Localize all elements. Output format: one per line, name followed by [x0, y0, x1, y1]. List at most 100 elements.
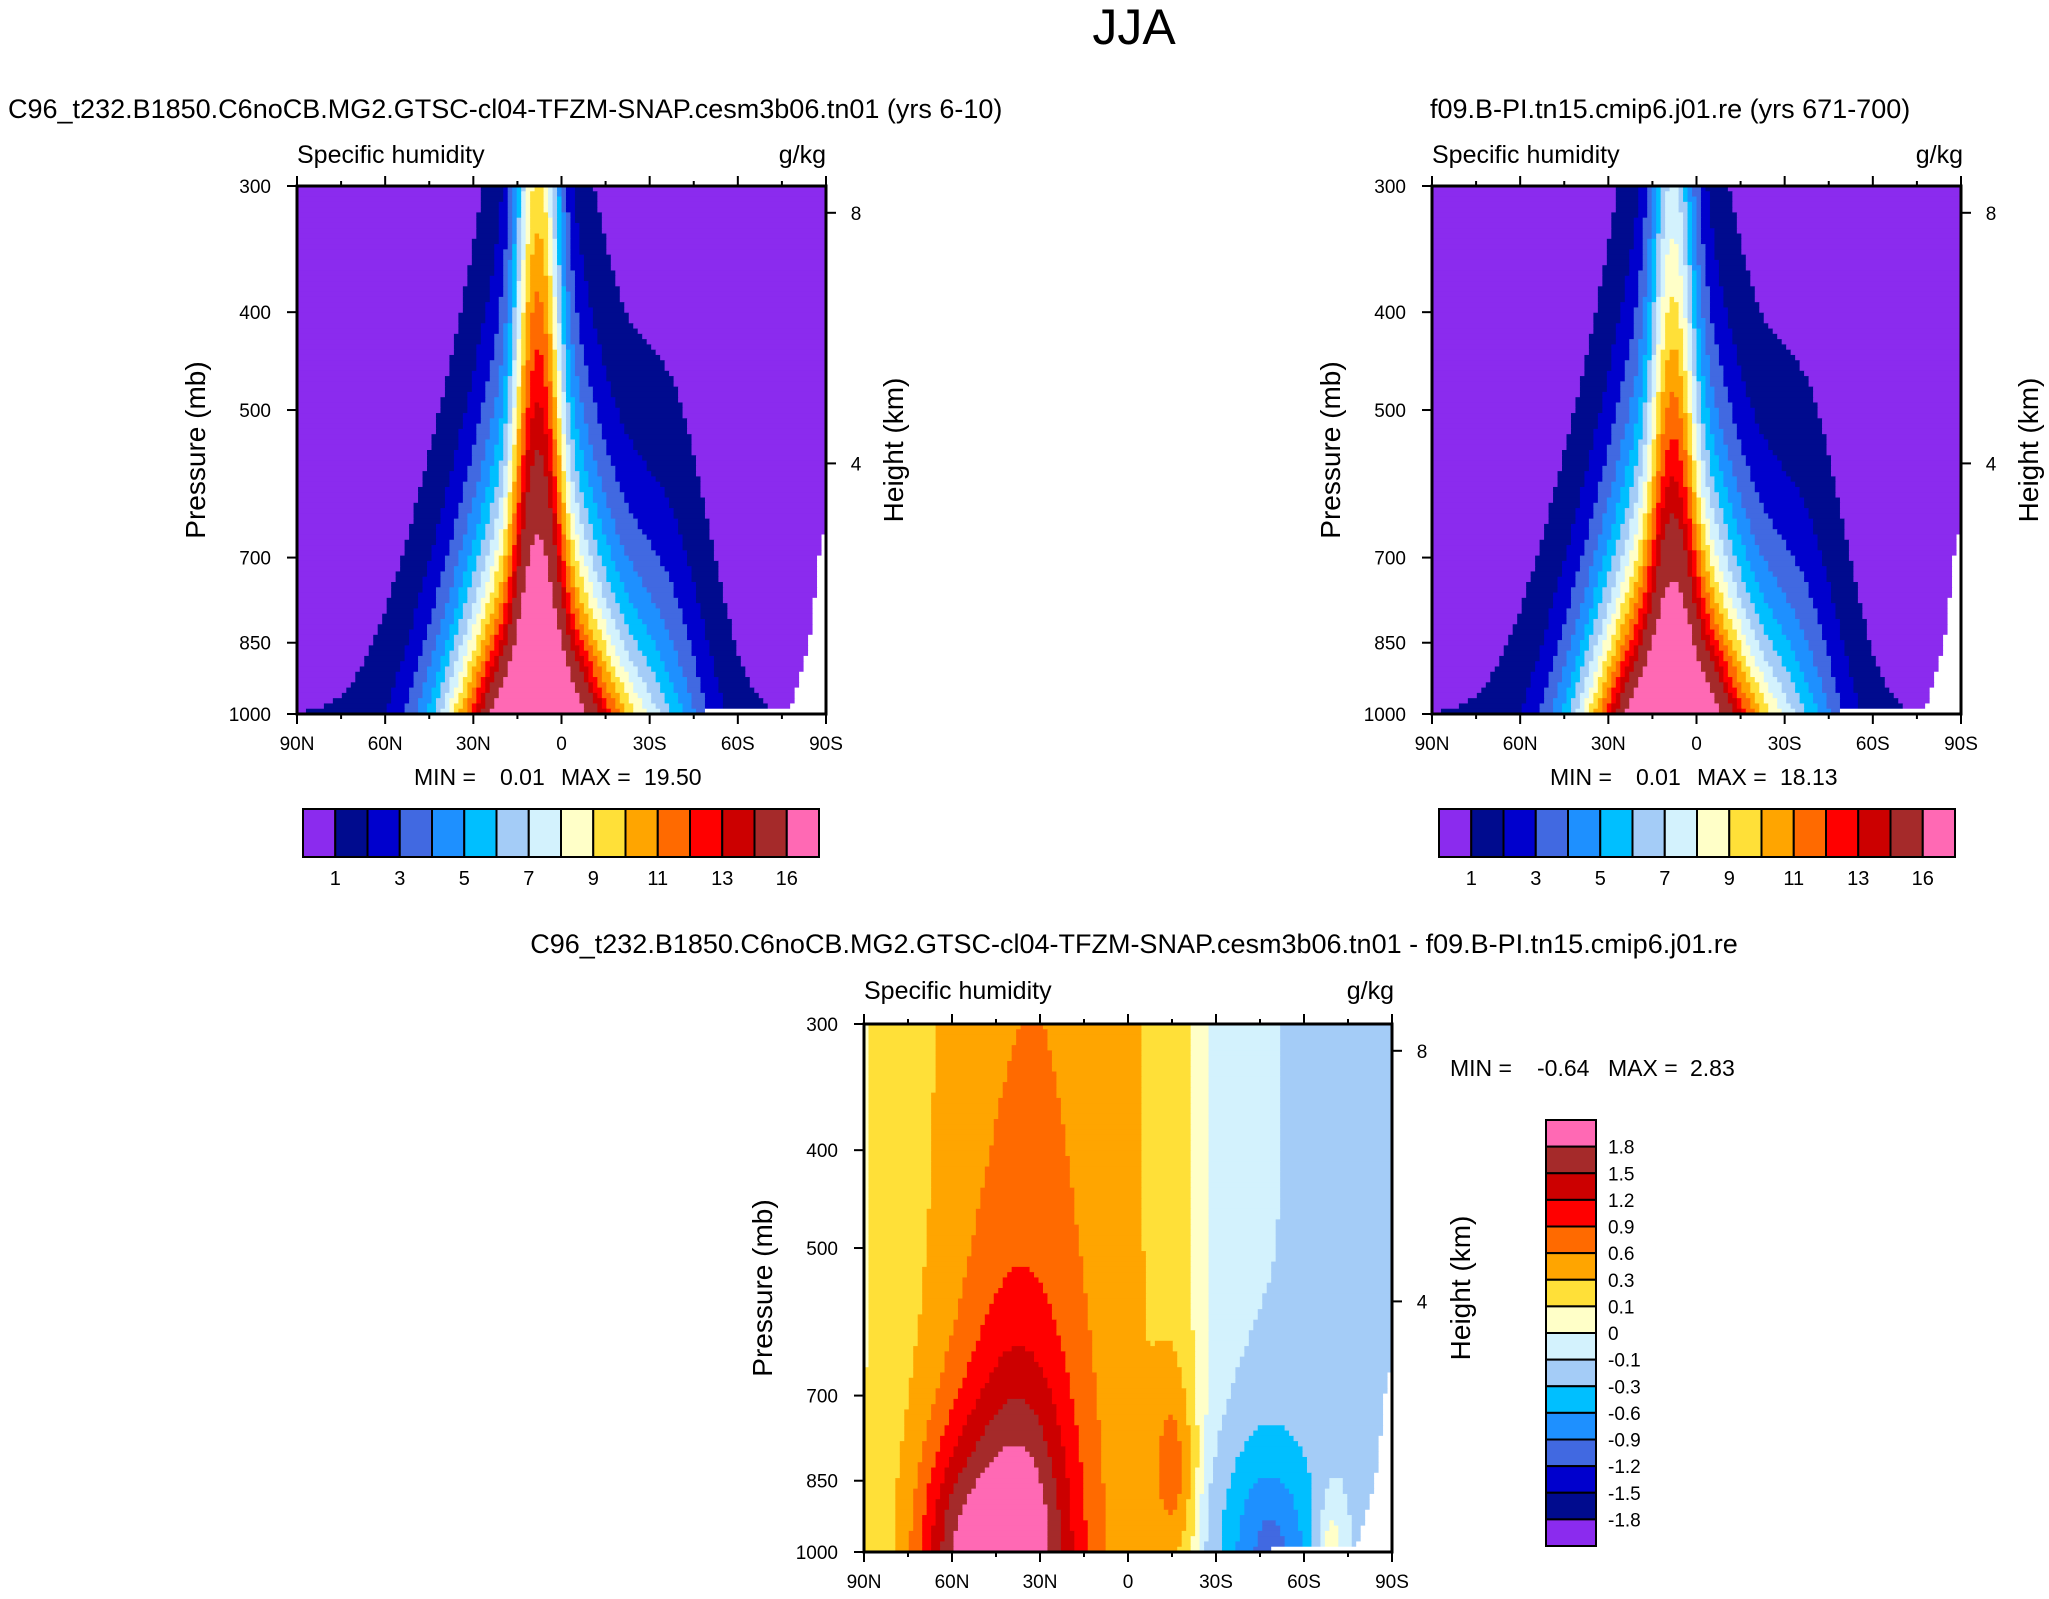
contour-cell [1692, 291, 1698, 298]
contour-cell [1727, 592, 1738, 599]
contour-cell [1629, 502, 1635, 509]
contour-cell [1579, 386, 1608, 393]
contour-cell [525, 302, 536, 309]
contour-cell [1553, 592, 1572, 599]
contour-cell [1683, 244, 1689, 250]
contour-cell [1602, 650, 1608, 657]
contour-cell [1647, 428, 1653, 435]
contour-cell [503, 450, 509, 456]
contour-cell [601, 344, 652, 351]
contour-cell [1570, 640, 1581, 646]
contour-cell [548, 344, 554, 351]
contour-cell [548, 244, 554, 250]
contour-cell [1700, 518, 1711, 525]
contour-cell [1651, 418, 1657, 425]
contour-cell [565, 360, 572, 367]
contour-cell [543, 376, 549, 382]
contour-cell [799, 682, 827, 689]
contour-cell [552, 238, 558, 245]
contour-cell [1700, 481, 1707, 488]
contour-cell [1709, 312, 1729, 319]
contour-cell [1615, 413, 1630, 419]
contour-cell [453, 460, 473, 467]
contour-cell [1700, 339, 1707, 345]
contour-cell [624, 687, 634, 694]
contour-cell [1705, 444, 1716, 451]
contour-cell [588, 376, 607, 382]
contour-cell [485, 603, 495, 609]
contour-cell [1732, 333, 1778, 340]
contour-cell [1615, 191, 1639, 198]
contour-cell [565, 513, 572, 520]
contour-cell [1683, 296, 1689, 303]
contour-cell [565, 397, 576, 404]
contour-cell [1692, 465, 1698, 472]
contour-cell [534, 349, 540, 356]
x-tick-label: 30S [633, 734, 667, 755]
contour-cell [557, 502, 563, 509]
contour-cell [583, 582, 594, 588]
contour-cell [570, 508, 581, 514]
contour-cell [1696, 587, 1702, 594]
contour-cell [601, 523, 616, 530]
contour-cell [1620, 444, 1635, 451]
contour-cell [1813, 523, 1846, 530]
contour-cell [548, 228, 554, 235]
contour-cell [565, 455, 572, 462]
contour-cell [494, 523, 504, 530]
contour-cell [489, 428, 500, 435]
contour-cell [1602, 275, 1626, 282]
contour-cell [503, 587, 509, 594]
contour-cell [1570, 418, 1599, 425]
contour-cell [1723, 618, 1733, 625]
contour-cell [1432, 471, 1559, 477]
contour-cell [565, 217, 572, 224]
contour-cell [1830, 661, 1850, 668]
contour-cell [297, 291, 464, 298]
contour-cell [507, 212, 513, 219]
contour-cell [552, 397, 558, 404]
contour-cell [503, 576, 509, 583]
contour-cell [462, 677, 473, 683]
contour-cell [1647, 650, 1698, 657]
contour-cell [1642, 497, 1648, 504]
contour-cell [1750, 597, 1765, 604]
contour-cell [651, 698, 666, 705]
contour-cell [812, 629, 827, 636]
contour-cell [297, 539, 406, 546]
contour-cell [812, 597, 827, 604]
contour-cell [1750, 471, 1787, 477]
contour-cell [1584, 703, 1590, 710]
contour-cell [516, 318, 522, 324]
contour-cell [435, 645, 446, 652]
contour-cell [485, 450, 495, 456]
contour-cell [588, 434, 603, 441]
contour-cell [1714, 550, 1724, 557]
contour-cell [1432, 402, 1577, 409]
contour-cell [624, 613, 639, 620]
contour-cell [543, 196, 549, 203]
contour-cell [1602, 391, 1621, 398]
figure-title: JJA [1092, 0, 1176, 55]
contour-cell [1660, 349, 1671, 356]
contour-cell [1642, 259, 1648, 266]
contour-cell [1615, 692, 1621, 699]
contour-cell [1709, 624, 1720, 631]
contour-cell [812, 608, 827, 615]
contour-cell [1660, 428, 1666, 435]
contour-cell [557, 254, 563, 261]
colorbar-label: 13 [711, 868, 733, 890]
contour-cell [1790, 703, 1805, 710]
contour-cell [1642, 434, 1648, 441]
contour-cell [476, 655, 486, 662]
contour-cell [1669, 402, 1680, 409]
contour-cell [449, 624, 459, 631]
contour-cell [579, 508, 589, 514]
contour-cell [521, 186, 527, 192]
contour-cell [1570, 587, 1586, 594]
contour-cell [516, 439, 522, 446]
contour-cell [1674, 513, 1684, 520]
contour-cell [498, 545, 504, 551]
contour-cell [1660, 333, 1666, 340]
contour-cell [695, 708, 706, 715]
